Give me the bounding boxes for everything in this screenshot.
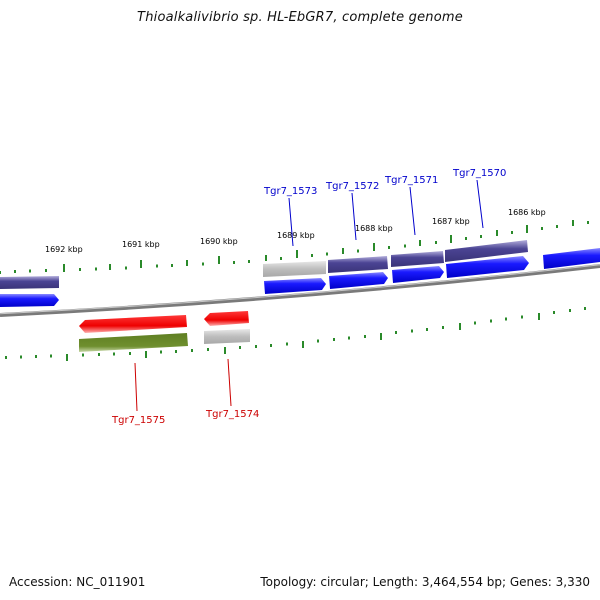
reverse-gene-track bbox=[79, 311, 249, 333]
gene-arrow-blue[interactable] bbox=[264, 278, 326, 294]
leader-line-tgr7-1573 bbox=[288, 197, 294, 247]
gene-label-tgr7-1570[interactable]: Tgr7_1570 bbox=[452, 168, 506, 179]
accession-text: Accession: NC_011901 bbox=[9, 575, 146, 589]
leader-line-tgr7-1575 bbox=[134, 362, 138, 412]
tick-label-1686: 1686 kbp bbox=[508, 208, 546, 217]
reverse-cog-track bbox=[79, 329, 250, 352]
tick-label-1692: 1692 kbp bbox=[45, 245, 83, 254]
genome-backbone bbox=[0, 264, 600, 317]
forward-gene-track bbox=[0, 248, 600, 307]
gene-label-tgr7-1575[interactable]: Tgr7_1575 bbox=[111, 415, 165, 426]
gene-arrow-blue[interactable] bbox=[543, 248, 600, 269]
genome-summary-text: Topology: circular; Length: 3,464,554 bp… bbox=[260, 575, 590, 589]
gene-arrow-gray[interactable] bbox=[204, 329, 250, 344]
gene-arrow-slate[interactable] bbox=[445, 240, 528, 262]
gene-label-tgr7-1574[interactable]: Tgr7_1574 bbox=[205, 409, 259, 420]
leader-line-tgr7-1570 bbox=[476, 179, 484, 229]
tick-label-1687: 1687 kbp bbox=[432, 217, 470, 226]
gene-arrow-blue[interactable] bbox=[0, 294, 59, 307]
inner-tick-track bbox=[5, 307, 586, 361]
forward-cog-track bbox=[0, 240, 528, 289]
leader-line-tgr7-1572 bbox=[351, 192, 357, 241]
gene-label-tgr7-1571[interactable]: Tgr7_1571 bbox=[384, 175, 438, 186]
tick-label-1689: 1689 kbp bbox=[277, 231, 315, 240]
gene-label-tgr7-1573[interactable]: Tgr7_1573 bbox=[263, 186, 317, 197]
gene-arrow-olive[interactable] bbox=[79, 333, 188, 352]
gene-arrow-red[interactable] bbox=[204, 311, 249, 326]
gene-arrow-slate[interactable] bbox=[391, 251, 444, 267]
tick-label-1691: 1691 kbp bbox=[122, 240, 160, 249]
outer-tick-track bbox=[0, 220, 589, 274]
tick-label-1688: 1688 kbp bbox=[355, 224, 393, 233]
gene-label-tgr7-1572[interactable]: Tgr7_1572 bbox=[325, 181, 379, 192]
gene-arrow-blue[interactable] bbox=[329, 272, 388, 289]
gene-arrow-blue[interactable] bbox=[392, 266, 444, 283]
gene-arrow-slate[interactable] bbox=[328, 256, 388, 273]
leader-line-tgr7-1571 bbox=[409, 186, 416, 236]
genome-backbone-highlight bbox=[0, 264, 600, 315]
gene-arrow-slate[interactable] bbox=[0, 276, 59, 289]
gene-arrow-gray[interactable] bbox=[263, 261, 326, 277]
tick-label-1690: 1690 kbp bbox=[200, 237, 238, 246]
leader-line-tgr7-1574 bbox=[227, 358, 232, 407]
gene-arrow-blue[interactable] bbox=[446, 256, 529, 278]
gene-arrow-red[interactable] bbox=[79, 315, 187, 333]
page-title: Thioalkalivibrio sp. HL-EbGR7, complete … bbox=[137, 10, 463, 25]
